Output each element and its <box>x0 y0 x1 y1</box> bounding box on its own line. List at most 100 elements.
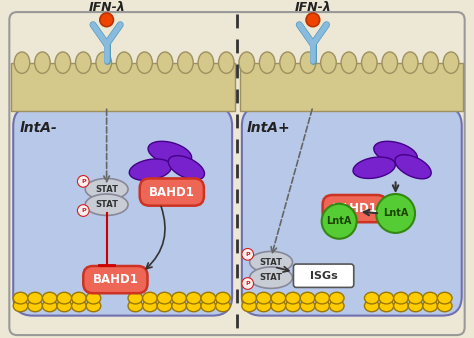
Ellipse shape <box>341 52 356 73</box>
Ellipse shape <box>143 292 157 304</box>
Ellipse shape <box>72 300 86 312</box>
Ellipse shape <box>172 292 186 304</box>
Ellipse shape <box>216 300 230 312</box>
Ellipse shape <box>42 300 57 312</box>
Ellipse shape <box>13 300 28 312</box>
Ellipse shape <box>365 292 379 304</box>
Ellipse shape <box>408 292 423 304</box>
Ellipse shape <box>57 300 72 312</box>
Ellipse shape <box>256 300 271 312</box>
Ellipse shape <box>242 292 256 304</box>
Ellipse shape <box>438 292 452 304</box>
Ellipse shape <box>137 52 152 73</box>
Text: P: P <box>246 252 250 257</box>
Text: STAT: STAT <box>260 258 283 267</box>
Circle shape <box>77 205 89 216</box>
Circle shape <box>77 175 89 187</box>
FancyBboxPatch shape <box>323 195 387 222</box>
Ellipse shape <box>75 52 91 73</box>
Ellipse shape <box>28 292 42 304</box>
Ellipse shape <box>286 292 300 304</box>
Ellipse shape <box>55 52 71 73</box>
Ellipse shape <box>239 52 255 73</box>
Ellipse shape <box>259 52 275 73</box>
Ellipse shape <box>157 300 172 312</box>
FancyBboxPatch shape <box>140 178 204 206</box>
Ellipse shape <box>271 292 286 304</box>
Ellipse shape <box>186 292 201 304</box>
Ellipse shape <box>219 52 234 73</box>
Ellipse shape <box>423 52 438 73</box>
Text: IFN-λ: IFN-λ <box>294 1 331 14</box>
Ellipse shape <box>271 300 286 312</box>
FancyBboxPatch shape <box>242 106 462 316</box>
Ellipse shape <box>280 52 295 73</box>
FancyBboxPatch shape <box>13 106 232 316</box>
Ellipse shape <box>365 300 379 312</box>
Ellipse shape <box>128 300 143 312</box>
Circle shape <box>322 204 356 239</box>
FancyBboxPatch shape <box>293 264 354 287</box>
Ellipse shape <box>148 141 191 165</box>
Ellipse shape <box>321 52 336 73</box>
Ellipse shape <box>438 300 452 312</box>
Ellipse shape <box>116 52 132 73</box>
Ellipse shape <box>157 292 172 304</box>
Text: P: P <box>81 208 86 213</box>
Text: LntA: LntA <box>383 209 408 218</box>
Ellipse shape <box>57 292 72 304</box>
Ellipse shape <box>443 52 459 73</box>
Ellipse shape <box>198 52 214 73</box>
Ellipse shape <box>379 292 393 304</box>
Ellipse shape <box>128 292 143 304</box>
Ellipse shape <box>393 300 408 312</box>
Ellipse shape <box>86 300 101 312</box>
Ellipse shape <box>300 52 316 73</box>
FancyBboxPatch shape <box>83 266 147 293</box>
Text: IFN-λ: IFN-λ <box>88 1 125 14</box>
Ellipse shape <box>28 300 42 312</box>
Ellipse shape <box>286 300 300 312</box>
Ellipse shape <box>374 141 418 165</box>
Text: lntA+: lntA+ <box>247 121 291 135</box>
Ellipse shape <box>423 300 438 312</box>
Text: BAHD1: BAHD1 <box>149 186 195 198</box>
Text: BAHD1: BAHD1 <box>92 273 138 286</box>
Ellipse shape <box>86 292 101 304</box>
Ellipse shape <box>393 292 408 304</box>
Ellipse shape <box>42 292 57 304</box>
Ellipse shape <box>300 300 315 312</box>
Ellipse shape <box>201 292 216 304</box>
Ellipse shape <box>353 157 395 178</box>
Ellipse shape <box>242 300 256 312</box>
Ellipse shape <box>178 52 193 73</box>
Ellipse shape <box>96 52 111 73</box>
Text: STAT: STAT <box>260 273 283 282</box>
Ellipse shape <box>423 292 438 304</box>
Ellipse shape <box>379 300 393 312</box>
FancyBboxPatch shape <box>11 63 235 111</box>
Circle shape <box>376 194 415 233</box>
Ellipse shape <box>250 267 292 288</box>
FancyBboxPatch shape <box>240 63 463 111</box>
Ellipse shape <box>256 292 271 304</box>
Ellipse shape <box>168 156 204 180</box>
Ellipse shape <box>329 292 344 304</box>
Ellipse shape <box>143 300 157 312</box>
Ellipse shape <box>14 52 30 73</box>
Ellipse shape <box>329 300 344 312</box>
Text: STAT: STAT <box>95 185 118 194</box>
Ellipse shape <box>85 194 128 215</box>
Text: P: P <box>246 281 250 286</box>
Text: STAT: STAT <box>95 200 118 209</box>
Ellipse shape <box>35 52 50 73</box>
Text: P: P <box>81 179 86 184</box>
Ellipse shape <box>300 292 315 304</box>
Ellipse shape <box>395 155 431 179</box>
Ellipse shape <box>201 300 216 312</box>
Ellipse shape <box>157 52 173 73</box>
Circle shape <box>306 13 319 27</box>
Ellipse shape <box>402 52 418 73</box>
Circle shape <box>242 278 254 289</box>
Circle shape <box>242 248 254 260</box>
